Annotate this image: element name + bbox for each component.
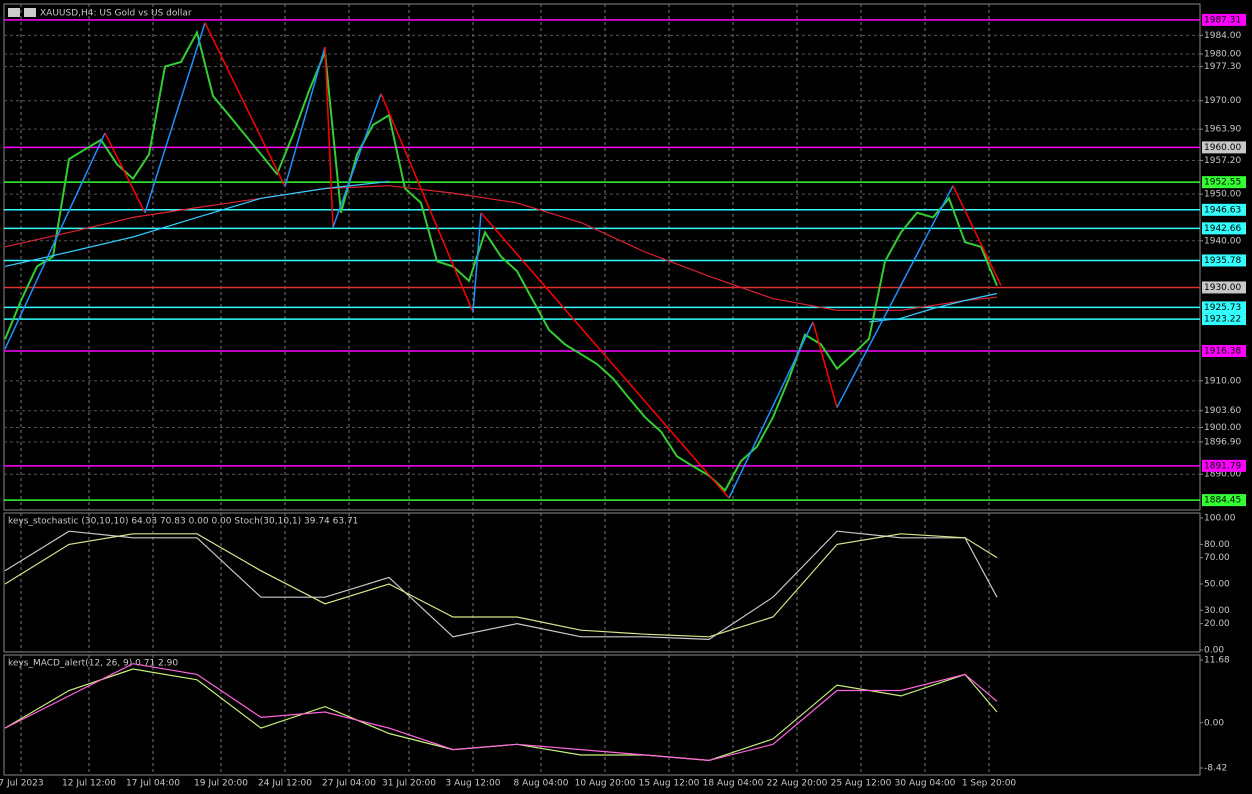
y-tick-label: 30.00 bbox=[1204, 606, 1230, 616]
zigzag-segment bbox=[728, 321, 814, 499]
level-label: 1952.55 bbox=[1204, 178, 1241, 188]
level-label-box bbox=[1202, 141, 1246, 154]
x-tick-label: 7 Jul 2023 bbox=[0, 779, 44, 789]
y-tick-label: 11.68 bbox=[1204, 656, 1230, 666]
x-tick-label: 15 Aug 12:00 bbox=[639, 779, 700, 789]
level-label: 1925.73 bbox=[1204, 303, 1241, 313]
level-label-box bbox=[1202, 281, 1246, 294]
y-tick-label: 1970.00 bbox=[1204, 96, 1241, 106]
series-line bbox=[4, 530, 998, 641]
y-tick-label: 1890.00 bbox=[1204, 470, 1241, 480]
y-tick-label: 0.00 bbox=[1204, 646, 1224, 656]
y-tick-label: 1980.00 bbox=[1204, 50, 1241, 60]
zigzag-segment bbox=[284, 46, 326, 187]
level-label: 1923.22 bbox=[1204, 315, 1241, 325]
zigzag-segment bbox=[204, 22, 286, 187]
level-label: 1891.79 bbox=[1204, 461, 1241, 471]
icon bbox=[8, 8, 20, 17]
level-label-box bbox=[1202, 222, 1246, 235]
y-tick-label: 50.00 bbox=[1204, 580, 1230, 590]
indicator-title: keys_stochastic (30,10,10) 64.03 70.83 0… bbox=[8, 517, 358, 527]
y-tick-label: 1984.00 bbox=[1204, 31, 1241, 41]
x-tick-label: 30 Aug 04:00 bbox=[895, 779, 956, 789]
y-tick-label: 1950.00 bbox=[1204, 190, 1241, 200]
level-label-box bbox=[1202, 345, 1246, 358]
y-tick-label: 100.00 bbox=[1204, 514, 1236, 524]
series-line bbox=[4, 180, 998, 323]
level-label: 1987.31 bbox=[1204, 15, 1241, 25]
y-tick-label: 1977.30 bbox=[1204, 62, 1241, 72]
level-label: 1942.66 bbox=[1204, 224, 1241, 234]
series-line bbox=[4, 533, 998, 638]
level-label: 1884.45 bbox=[1204, 496, 1241, 506]
zigzag-segment bbox=[332, 93, 382, 228]
x-tick-label: 27 Jul 04:00 bbox=[322, 779, 376, 789]
x-tick-label: 3 Aug 12:00 bbox=[446, 779, 501, 789]
zigzag-segment bbox=[952, 185, 1002, 286]
x-tick-label: 31 Jul 20:00 bbox=[382, 779, 436, 789]
level-label-box bbox=[1202, 203, 1246, 216]
x-tick-label: 19 Jul 20:00 bbox=[194, 779, 248, 789]
level-label: 1916.38 bbox=[1204, 347, 1241, 357]
level-label-box bbox=[1202, 254, 1246, 267]
zigzag-segment bbox=[104, 132, 146, 214]
x-tick-label: 8 Aug 04:00 bbox=[514, 779, 569, 789]
x-tick-label: 25 Aug 12:00 bbox=[831, 779, 892, 789]
stoch-panel bbox=[3, 512, 1201, 653]
y-tick-label: 1896.90 bbox=[1204, 437, 1241, 447]
level-label: 1930.00 bbox=[1204, 283, 1241, 293]
y-tick-label: 70.00 bbox=[1204, 553, 1230, 563]
y-tick-label: 1957.20 bbox=[1204, 156, 1241, 166]
x-tick-label: 22 Aug 20:00 bbox=[767, 779, 828, 789]
zigzag-segment bbox=[324, 46, 334, 228]
level-label: 1946.63 bbox=[1204, 205, 1241, 215]
x-tick-label: 17 Jul 04:00 bbox=[126, 779, 180, 789]
zigzag-segment bbox=[836, 185, 954, 408]
y-tick-label: -8.42 bbox=[1204, 764, 1227, 774]
chart-title: XAUUSD,H4: US Gold vs US dollar bbox=[40, 9, 192, 19]
level-label-box bbox=[1202, 301, 1246, 314]
x-tick-label: 1 Sep 20:00 bbox=[962, 779, 1017, 789]
y-tick-label: 1940.00 bbox=[1204, 236, 1241, 246]
zigzag-segment bbox=[480, 212, 730, 499]
x-tick-label: 18 Aug 04:00 bbox=[703, 779, 764, 789]
level-label: 1935.78 bbox=[1204, 256, 1241, 266]
y-tick-label: 80.00 bbox=[1204, 540, 1230, 550]
level-label-box bbox=[1202, 494, 1246, 507]
zigzag-segment bbox=[4, 132, 106, 350]
level-label-box bbox=[1202, 313, 1246, 326]
series-line bbox=[4, 185, 998, 311]
level-label-box bbox=[1202, 459, 1246, 472]
indicator-title: keys_MACD_alert(12, 26, 9) 0.71 2.90 bbox=[8, 659, 178, 669]
x-tick-label: 10 Aug 20:00 bbox=[575, 779, 636, 789]
y-tick-label: 1903.60 bbox=[1204, 406, 1241, 416]
zigzag-segment bbox=[380, 93, 474, 313]
level-label-box bbox=[1202, 176, 1246, 189]
x-tick-label: 12 Jul 12:00 bbox=[62, 779, 116, 789]
zigzag-segment bbox=[812, 321, 838, 408]
level-label-box bbox=[1202, 13, 1246, 26]
x-tick-label: 24 Jul 12:00 bbox=[258, 779, 312, 789]
series-line bbox=[4, 663, 998, 762]
macd-panel bbox=[3, 654, 1201, 776]
y-tick-label: 1963.90 bbox=[1204, 125, 1241, 135]
price-panel bbox=[3, 3, 1201, 511]
y-tick-label: 1900.00 bbox=[1204, 423, 1241, 433]
level-label: 1960.00 bbox=[1204, 143, 1241, 153]
series-line bbox=[4, 29, 998, 493]
y-tick-label: 0.00 bbox=[1204, 718, 1224, 728]
zigzag-segment bbox=[472, 212, 482, 313]
y-tick-label: 1910.00 bbox=[1204, 376, 1241, 386]
y-tick-label: 20.00 bbox=[1204, 619, 1230, 629]
icon bbox=[24, 8, 36, 17]
zigzag-segment bbox=[144, 22, 206, 213]
